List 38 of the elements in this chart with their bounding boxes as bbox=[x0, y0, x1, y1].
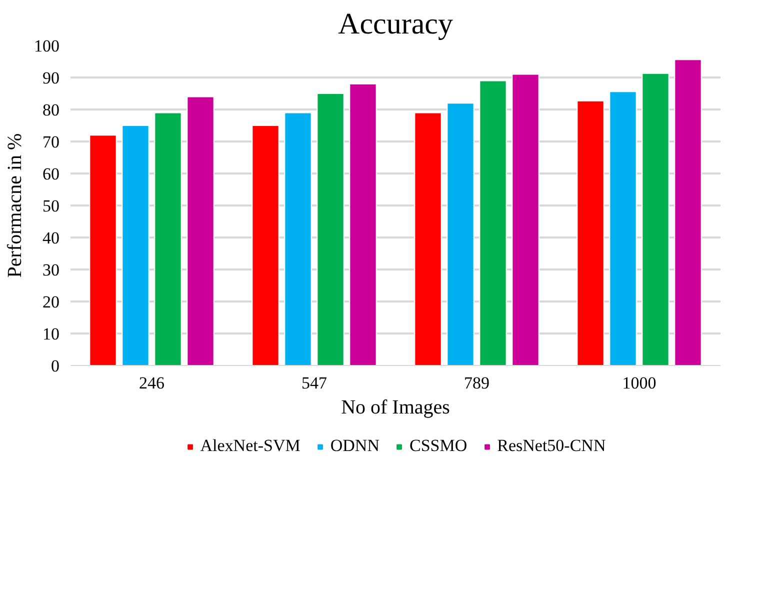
x-tick-label: 547 bbox=[302, 374, 328, 392]
legend-label: ResNet50-CNN bbox=[497, 436, 606, 456]
bar bbox=[89, 134, 117, 366]
bar bbox=[479, 80, 507, 366]
bar bbox=[284, 112, 312, 366]
x-tick-label: 246 bbox=[139, 374, 164, 392]
legend-label: CSSMO bbox=[409, 436, 468, 456]
bar bbox=[122, 125, 150, 366]
y-tick-label: 70 bbox=[42, 132, 60, 152]
legend-label: ODNN bbox=[330, 436, 380, 456]
y-tick-label: 80 bbox=[42, 100, 60, 120]
x-axis-title: No of Images bbox=[341, 396, 450, 418]
bar bbox=[316, 93, 344, 366]
bar bbox=[609, 91, 637, 366]
y-tick-label: 40 bbox=[42, 228, 60, 248]
y-tick-label: 100 bbox=[34, 36, 60, 56]
bar bbox=[349, 83, 377, 366]
bar bbox=[446, 102, 474, 366]
bar bbox=[674, 59, 702, 366]
bar bbox=[154, 112, 182, 366]
x-tick-label: 1000 bbox=[622, 374, 656, 392]
y-axis-title: Performacne in % bbox=[4, 133, 26, 278]
y-tick-label: 20 bbox=[42, 292, 60, 312]
bar bbox=[642, 72, 670, 366]
bar bbox=[186, 96, 214, 366]
bar bbox=[414, 112, 442, 366]
bar bbox=[576, 100, 604, 366]
bar bbox=[512, 74, 540, 366]
y-tick-label: 30 bbox=[42, 260, 60, 280]
x-tick-label: 789 bbox=[464, 374, 490, 392]
y-tick-label: 0 bbox=[51, 356, 60, 376]
legend-label: AlexNet-SVM bbox=[200, 436, 300, 456]
bar bbox=[252, 125, 280, 366]
y-tick-label: 10 bbox=[42, 324, 60, 344]
y-tick-label: 50 bbox=[42, 196, 60, 216]
chart-title: Accuracy bbox=[338, 8, 453, 40]
y-tick-label: 60 bbox=[42, 164, 60, 184]
y-tick-label: 90 bbox=[42, 68, 60, 88]
